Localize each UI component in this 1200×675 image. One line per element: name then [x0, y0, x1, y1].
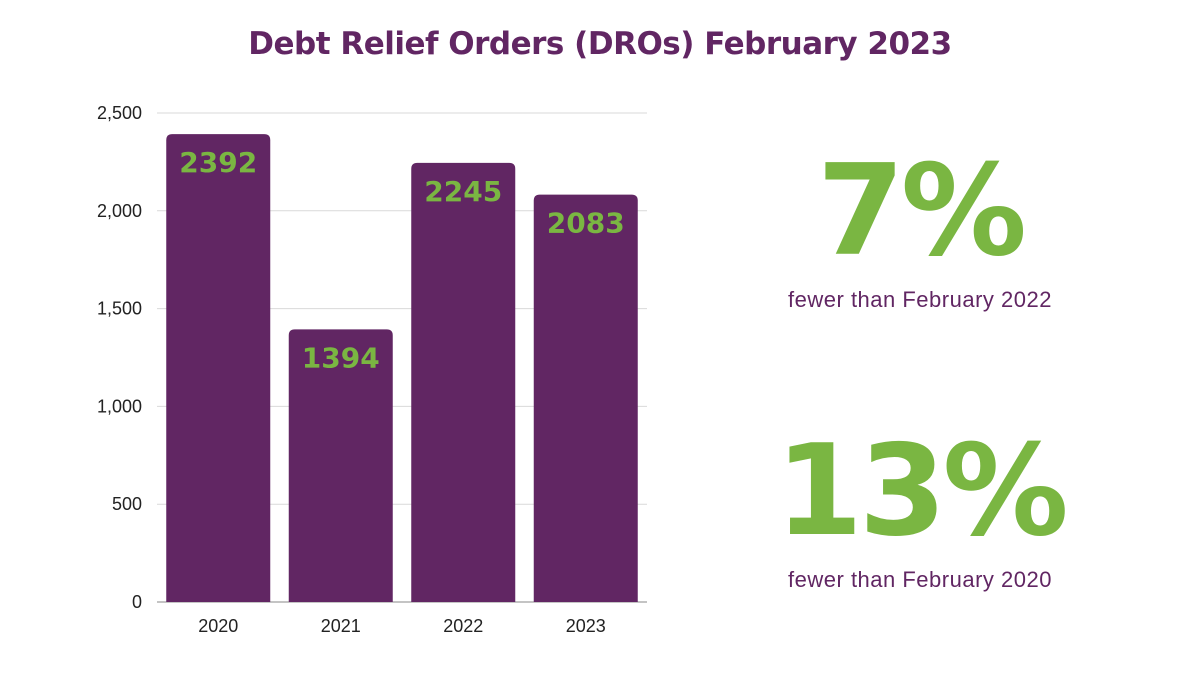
data-label: 2392 [179, 146, 257, 179]
bar [288, 329, 393, 602]
y-tick-label: 500 [112, 494, 142, 514]
y-tick-label: 1,500 [97, 299, 142, 319]
bar-chart: 0 500 1,000 1,500 2,000 2,500 2392 2020 1394 2021… [97, 103, 647, 636]
data-label: 1394 [302, 341, 380, 374]
stat-percent-vs-2020: 13% [775, 417, 1069, 564]
bar [166, 134, 271, 602]
y-tick-label: 2,000 [97, 201, 142, 221]
data-label: 2245 [424, 175, 502, 208]
stat-caption-vs-2020: fewer than February 2020 [788, 567, 1052, 592]
y-tick-label: 1,000 [97, 396, 142, 416]
chart-title: Debt Relief Orders (DROs) February 2023 [248, 26, 952, 62]
stat-caption-vs-2022: fewer than February 2022 [788, 287, 1052, 312]
y-tick-label: 2,500 [97, 103, 142, 123]
bar [411, 162, 516, 603]
data-label: 2083 [547, 207, 625, 240]
x-tick-label: 2020 [198, 616, 238, 636]
stat-percent-vs-2022: 7% [817, 137, 1027, 284]
y-tick-label: 0 [132, 592, 142, 612]
x-tick-label: 2023 [566, 616, 606, 636]
bar [533, 194, 638, 603]
x-tick-label: 2021 [321, 616, 361, 636]
x-tick-label: 2022 [443, 616, 483, 636]
